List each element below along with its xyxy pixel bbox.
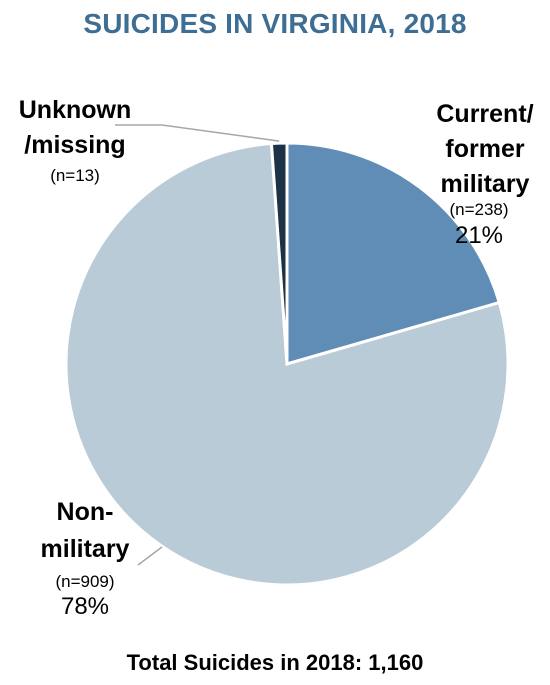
leader-line-unknown-missing	[115, 124, 280, 142]
label-unknown-missing-n: (n=13)	[50, 165, 100, 185]
label-current-former-military-line-3: military	[440, 169, 530, 198]
label-current-former-military-line-1: Current/	[436, 100, 534, 128]
chart-title: SUICIDES IN VIRGINIA, 2018	[83, 8, 467, 39]
label-unknown-missing: Unknown /missing (n=13)	[0, 96, 150, 185]
label-non-military-line-2: military	[40, 534, 130, 563]
label-unknown-missing-line-2: /missing	[24, 130, 126, 159]
label-current-former-military-line-2: former	[445, 134, 525, 163]
pie-slice-unknown-missing	[269, 141, 289, 365]
label-unknown-missing-line-1: Unknown	[18, 96, 132, 124]
label-current-former-military-percent: 21%	[454, 221, 504, 249]
chart-footer-total: Total Suicides in 2018: 1,160	[126, 650, 424, 675]
label-non-military-n: (n=909)	[55, 571, 115, 591]
pie-slice-current-former-military	[285, 141, 502, 366]
label-non-military: Non- military (n=909) 78%	[20, 498, 150, 621]
label-non-military-line-1: Non-	[56, 498, 114, 526]
pie-slice-non-military	[64, 141, 510, 587]
label-current-former-military: Current/ former military (n=238) 21%	[418, 100, 550, 249]
leader-line-non-military	[137, 546, 163, 566]
label-current-former-military-n: (n=238)	[449, 200, 509, 220]
label-non-military-percent: 78%	[60, 593, 110, 621]
